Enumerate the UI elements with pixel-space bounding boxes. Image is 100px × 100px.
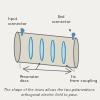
Text: The shape of the irises allows the two-polarizations
orthogonal electric field t: The shape of the irises allows the two-p… bbox=[4, 88, 94, 97]
Ellipse shape bbox=[29, 38, 33, 59]
Ellipse shape bbox=[14, 32, 20, 62]
Ellipse shape bbox=[62, 42, 66, 64]
Ellipse shape bbox=[40, 39, 44, 61]
Text: End
connector: End connector bbox=[52, 16, 72, 31]
Ellipse shape bbox=[62, 42, 65, 63]
Ellipse shape bbox=[51, 40, 54, 62]
Text: Resonator
discs: Resonator discs bbox=[20, 63, 40, 83]
Ellipse shape bbox=[51, 40, 55, 62]
Text: Input
connector: Input connector bbox=[8, 18, 28, 30]
Ellipse shape bbox=[74, 38, 79, 68]
Ellipse shape bbox=[40, 39, 43, 60]
Polygon shape bbox=[17, 32, 76, 68]
Text: Iris
from coupling: Iris from coupling bbox=[66, 65, 98, 83]
Ellipse shape bbox=[29, 37, 32, 59]
